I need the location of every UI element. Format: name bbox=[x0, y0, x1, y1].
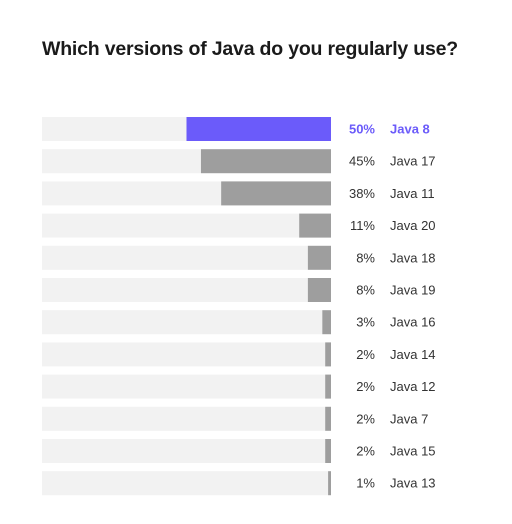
value-label: 2% bbox=[356, 379, 375, 394]
category-label: Java 15 bbox=[390, 444, 436, 459]
bar-java-18 bbox=[307, 245, 331, 270]
value-label: 45% bbox=[349, 154, 375, 169]
bar-java-8 bbox=[186, 117, 331, 141]
value-label: 50% bbox=[349, 122, 375, 137]
bar-java-15 bbox=[325, 439, 331, 463]
value-label: 2% bbox=[356, 411, 375, 426]
category-label: Java 7 bbox=[390, 411, 428, 426]
bar-track bbox=[42, 374, 331, 399]
category-label: Java 13 bbox=[390, 476, 436, 491]
category-label: Java 14 bbox=[390, 347, 436, 362]
value-label: 1% bbox=[356, 476, 375, 491]
bar-track bbox=[42, 245, 331, 270]
value-label: 2% bbox=[356, 347, 375, 362]
bar-java-14 bbox=[325, 342, 331, 367]
category-label: Java 18 bbox=[390, 250, 436, 265]
category-label: Java 16 bbox=[390, 315, 436, 330]
bar-java-16 bbox=[322, 310, 331, 335]
value-label: 8% bbox=[356, 283, 375, 298]
bar-java-12 bbox=[325, 374, 331, 399]
bar-java-7 bbox=[325, 406, 331, 431]
category-label: Java 19 bbox=[390, 283, 436, 298]
value-label: 38% bbox=[349, 186, 375, 201]
bar-java-20 bbox=[299, 213, 331, 238]
category-label: Java 20 bbox=[390, 218, 436, 233]
category-label: Java 17 bbox=[390, 154, 436, 169]
category-label: Java 11 bbox=[390, 186, 435, 201]
value-label: 11% bbox=[350, 218, 375, 233]
bar-track bbox=[42, 406, 331, 431]
category-label: Java 12 bbox=[390, 379, 436, 394]
bar-track bbox=[42, 310, 331, 335]
value-label: 3% bbox=[356, 315, 375, 330]
bar-java-13 bbox=[328, 471, 331, 496]
category-label: Java 8 bbox=[390, 122, 430, 137]
bar-java-17 bbox=[200, 149, 331, 174]
bar-track bbox=[42, 213, 331, 238]
bar-track bbox=[42, 471, 331, 496]
value-label: 8% bbox=[356, 250, 375, 265]
bar-java-19 bbox=[307, 278, 331, 302]
value-label: 2% bbox=[356, 444, 375, 459]
bar-track bbox=[42, 439, 331, 463]
bar-java-11 bbox=[221, 181, 331, 206]
bar-track bbox=[42, 342, 331, 367]
bar-track bbox=[42, 278, 331, 302]
chart-title: Which versions of Java do you regularly … bbox=[42, 38, 458, 60]
